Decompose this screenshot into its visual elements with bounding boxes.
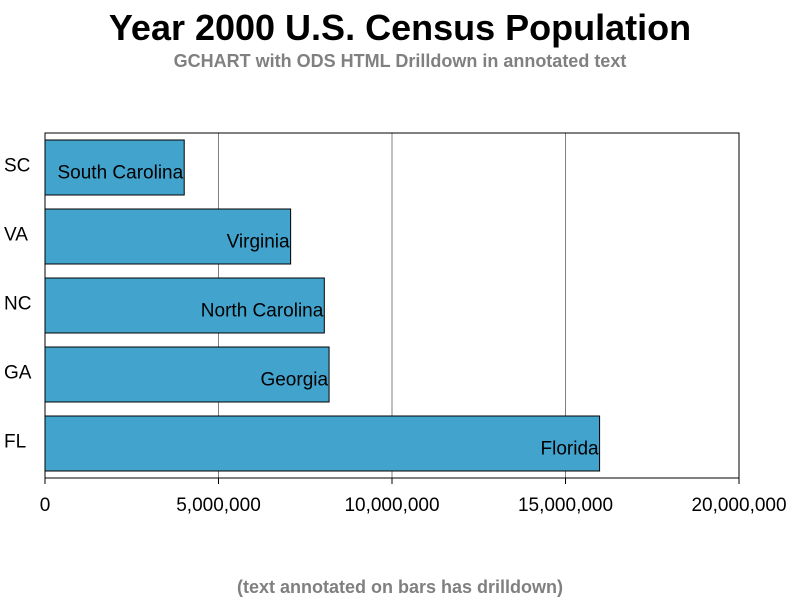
x-tick-label: 5,000,000 xyxy=(176,495,261,516)
category-label: VA xyxy=(4,225,28,246)
x-tick-label: 20,000,000 xyxy=(691,495,786,516)
bar-annotation-sc[interactable]: South Carolina xyxy=(58,163,184,184)
bars: South Carolina Virginia North Carolina Geor… xyxy=(44,139,601,472)
bar-ga xyxy=(44,346,330,403)
x-axis: 0 5,000,000 10,000,000 15,000,000 20,000,000 xyxy=(40,478,787,516)
bar-annotation-va[interactable]: Virginia xyxy=(227,232,290,253)
bar-fl xyxy=(44,415,601,472)
category-label: SC xyxy=(4,156,30,177)
bar-annotation-ga[interactable]: Georgia xyxy=(260,370,328,391)
bar-annotation-nc[interactable]: North Carolina xyxy=(201,301,324,322)
category-label: GA xyxy=(4,363,32,384)
x-tick-label: 10,000,000 xyxy=(344,495,439,516)
x-tick-label: 0 xyxy=(40,495,51,516)
x-tick-label: 15,000,000 xyxy=(518,495,613,516)
chart-footnote: (text annotated on bars has drilldown) xyxy=(236,577,564,597)
category-label: NC xyxy=(4,294,31,315)
chart-subtitle: GCHART with ODS HTML Drilldown in annota… xyxy=(173,51,627,71)
bar-va xyxy=(44,208,292,265)
bar-nc xyxy=(44,277,325,334)
category-axis: SC VA NC GA FL xyxy=(4,156,32,453)
bar-annotation-fl[interactable]: Florida xyxy=(541,439,600,460)
category-label: FL xyxy=(4,432,26,453)
chart-title: Year 2000 U.S. Census Population xyxy=(108,7,692,48)
bar-sc xyxy=(44,139,185,196)
